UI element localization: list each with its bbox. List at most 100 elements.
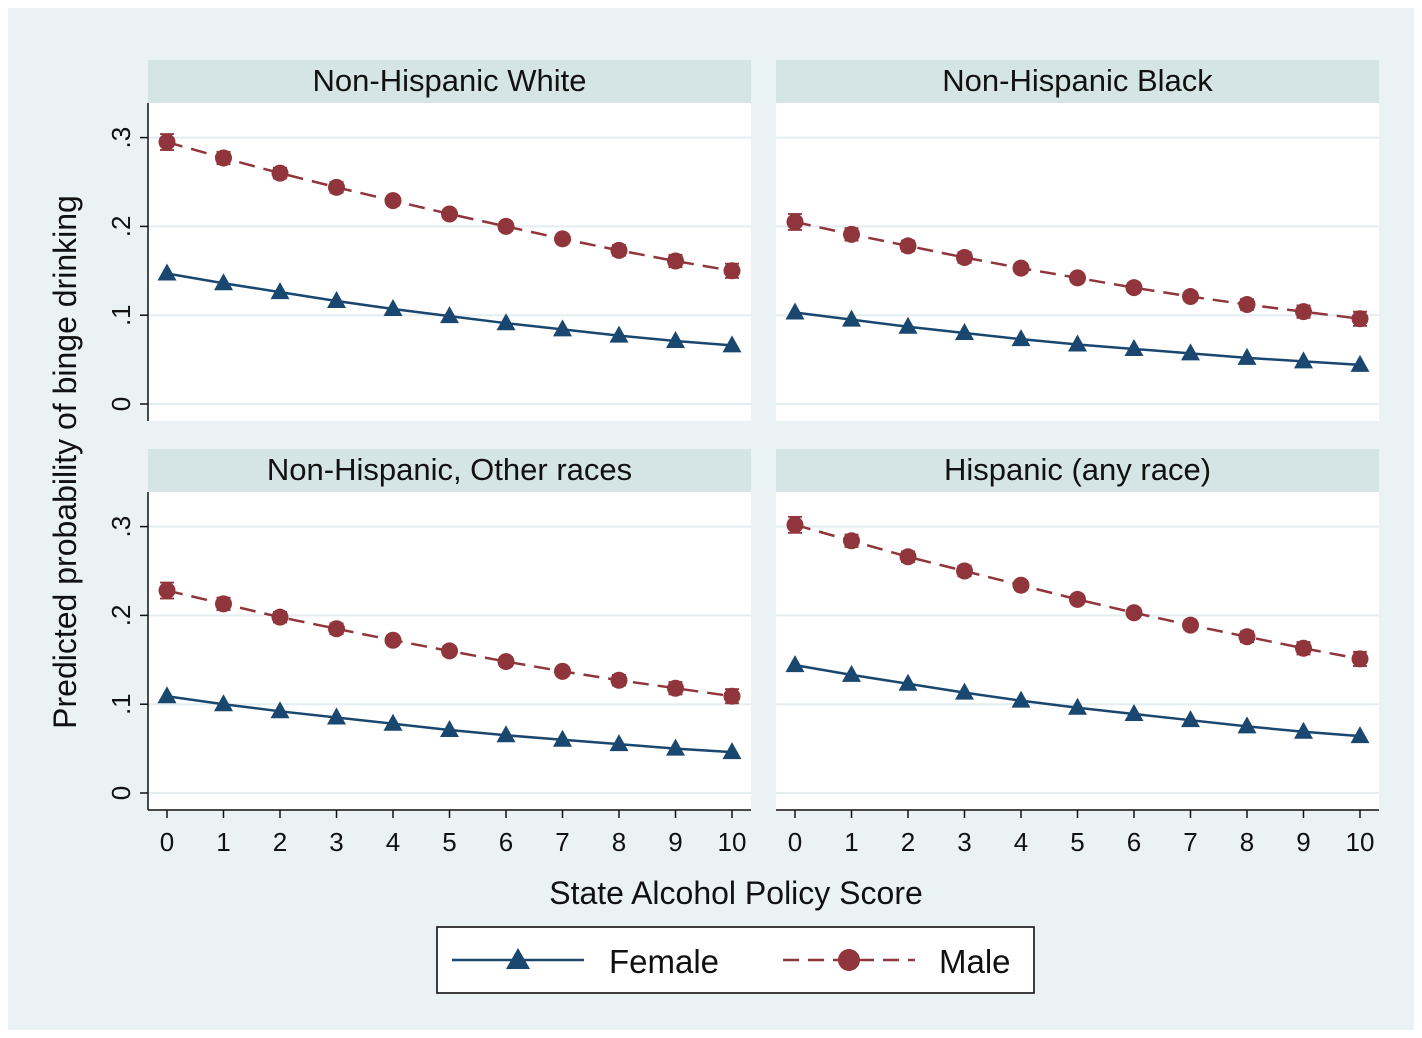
data-point (1069, 269, 1086, 287)
data-point (270, 282, 290, 300)
x-tick-label: 2 (901, 827, 915, 857)
data-point (1350, 726, 1370, 744)
data-point (1237, 347, 1257, 365)
plot-area (776, 103, 1379, 421)
data-point (158, 582, 176, 600)
series-female (785, 655, 1370, 744)
y-axis-title: Predicted probability of binge drinking (47, 195, 83, 729)
panel-3: Hispanic (any race) 0 1 2 3 4 5 6 7 8 9 10 (776, 449, 1379, 857)
x-tick-label: 0 (788, 827, 802, 857)
y-tick-label: .2 (106, 605, 136, 627)
data-point (723, 262, 741, 280)
panel-strip (776, 449, 1379, 492)
data-point (1125, 279, 1143, 297)
y-tick-label: 0 (106, 786, 136, 800)
data-point (497, 217, 515, 235)
x-axis-title: State Alcohol Policy Score (549, 875, 923, 911)
data-point (383, 298, 403, 316)
data-point (1237, 716, 1257, 734)
data-point (158, 133, 176, 151)
data-point (842, 309, 861, 327)
data-point (157, 686, 177, 704)
plot-area (776, 492, 1379, 810)
data-point (898, 316, 918, 334)
x-tick-label: 4 (386, 827, 400, 857)
data-point (610, 241, 628, 259)
data-point (666, 330, 685, 348)
data-point (271, 608, 289, 626)
y-tick-label: .2 (106, 216, 136, 238)
data-point (667, 679, 684, 697)
data-point (441, 205, 458, 223)
x-tick-label: 9 (668, 827, 682, 857)
data-point (609, 734, 629, 752)
data-point (553, 729, 572, 747)
data-point (327, 290, 346, 308)
plot-area (148, 103, 751, 421)
data-point (440, 719, 459, 737)
data-point (609, 325, 629, 343)
data-point (786, 516, 804, 534)
x-tick-label: 3 (329, 827, 343, 857)
data-point (497, 653, 515, 671)
data-point (383, 713, 403, 731)
data-point (843, 225, 860, 243)
x-tick-label: 8 (612, 827, 626, 857)
series-male (158, 133, 741, 280)
data-point (723, 687, 741, 705)
data-point (327, 707, 346, 725)
series-male (786, 213, 1369, 328)
data-point (1181, 343, 1200, 361)
data-point (270, 701, 290, 719)
data-point (1069, 590, 1086, 608)
panel-2: Non-Hispanic, Other races 0 .1 .2 .3 0 1 2 3 4 5 6 7… (106, 449, 751, 857)
series-line (166, 140, 733, 273)
series-female (157, 686, 742, 760)
legend-entry-male: Male (783, 943, 1011, 980)
data-point (553, 319, 572, 337)
data-point (496, 313, 516, 331)
legend: Female Male (436, 926, 1035, 994)
legend-female-marker (506, 948, 530, 969)
data-point (956, 562, 973, 580)
legend-entry-female: Female (452, 943, 719, 980)
x-tick-label: 6 (1127, 827, 1141, 857)
data-point (1294, 351, 1313, 369)
x-tick-label: 7 (555, 827, 569, 857)
data-point (722, 742, 742, 760)
x-tick-label: 4 (1014, 827, 1028, 857)
x-tick-label: 5 (442, 827, 456, 857)
panel-1: Non-Hispanic Black (776, 60, 1379, 421)
data-point (1068, 697, 1087, 715)
x-tick-label: 1 (844, 827, 858, 857)
data-point (1011, 690, 1031, 708)
series-female (785, 302, 1370, 372)
data-point (1125, 604, 1143, 622)
y-tick-label: .3 (106, 516, 136, 538)
data-point (214, 694, 233, 712)
data-point (1295, 303, 1312, 321)
data-point (1294, 721, 1313, 739)
x-tick-label: 0 (160, 827, 174, 857)
panel-strip (776, 60, 1379, 103)
panels: Non-Hispanic White 0 .1 .2 .3 Non-Hispanic Bl… (106, 60, 1379, 857)
y-tick-label: .1 (106, 304, 136, 326)
data-point (955, 322, 974, 340)
panel-strip (148, 449, 751, 492)
legend-male-label: Male (939, 943, 1011, 980)
data-point (441, 642, 458, 660)
data-point (215, 149, 232, 167)
data-point (1181, 710, 1200, 728)
data-point (1012, 259, 1030, 277)
data-point (328, 620, 345, 638)
data-point (1182, 616, 1199, 634)
series-male (158, 581, 741, 705)
data-point (554, 230, 571, 248)
data-point (384, 192, 402, 210)
x-tick-label: 2 (273, 827, 287, 857)
data-point (1295, 639, 1312, 657)
data-point (1068, 334, 1087, 352)
data-point (786, 213, 804, 231)
data-point (1238, 296, 1256, 314)
